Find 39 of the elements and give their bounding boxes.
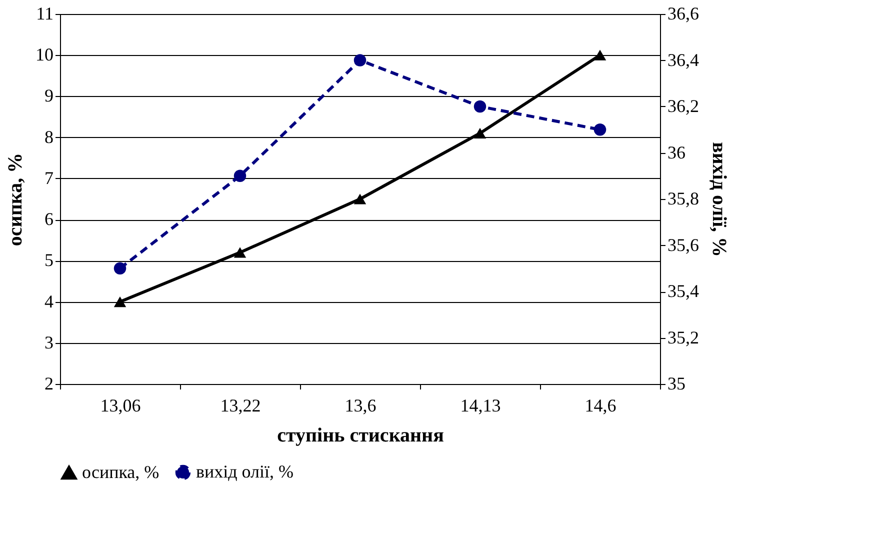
y-tick-label: 10 (36, 44, 54, 65)
y-tick-label: 6 (44, 209, 54, 230)
x-tick-label: 13,22 (220, 396, 261, 416)
point (114, 296, 126, 308)
x-axis-title: ступінь стискання (277, 424, 444, 446)
y2-axis-title: вихід олії, % (708, 142, 730, 258)
legend-label: осипка, % (82, 462, 160, 482)
y2-tick-label: 36 (668, 142, 686, 162)
y2-tick-label: 35,4 (668, 281, 699, 301)
y2-tick-label: 36,6 (668, 4, 699, 24)
y-tick-label: 5 (44, 250, 54, 270)
y2-tick-label: 36,4 (668, 50, 699, 70)
y2-tick-label: 36,2 (668, 96, 699, 116)
x-tick-label: 14,6 (584, 396, 616, 416)
x-tick-label: 13,6 (344, 396, 376, 416)
y-tick-label: 7 (44, 168, 54, 188)
point (234, 247, 246, 258)
point (594, 124, 606, 136)
y-tick-label: 9 (44, 86, 54, 106)
point (354, 194, 366, 204)
y-tick-label: 2 (44, 374, 54, 394)
y-axis-title: осипка, % (4, 152, 26, 246)
y-tick-label: 11 (36, 4, 54, 24)
point (114, 262, 126, 274)
point (594, 50, 606, 60)
point (474, 100, 486, 113)
point (234, 170, 246, 182)
y2-tick-label: 35,6 (668, 234, 699, 255)
point (354, 54, 366, 66)
y-tick-label: 8 (44, 126, 54, 147)
x-tick-label: 14,13 (460, 396, 501, 416)
point (474, 128, 486, 139)
y2-tick-label: 35,8 (668, 188, 699, 208)
legend-label: вихід олії, % (196, 461, 294, 482)
x-tick-label: 13,06 (100, 396, 141, 416)
y2-tick-label: 35,2 (668, 327, 699, 348)
y-tick-label: 4 (44, 291, 54, 312)
y-tick-label: 3 (44, 332, 54, 352)
y2-tick-label: 35 (668, 374, 686, 394)
